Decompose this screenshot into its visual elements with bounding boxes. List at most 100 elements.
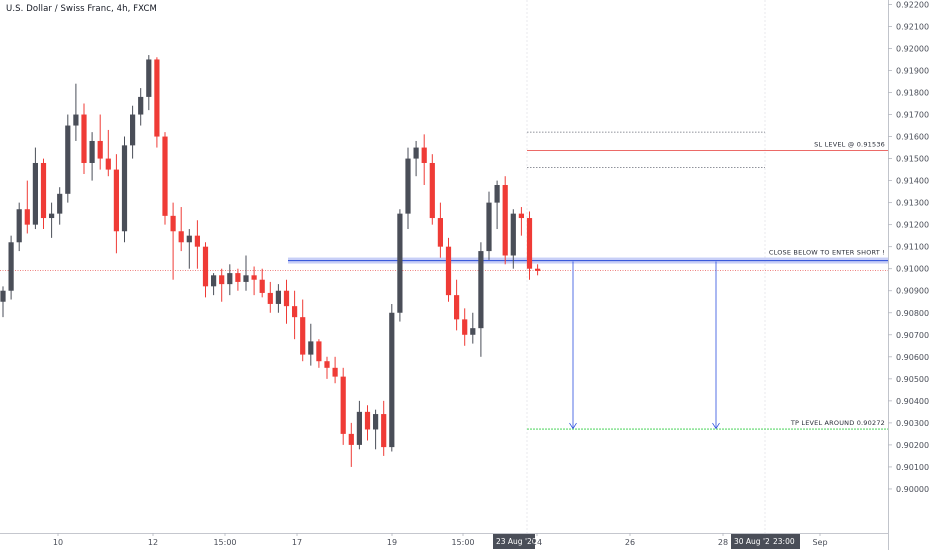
candle-body xyxy=(526,218,533,269)
price-tick-label: 0.90500 xyxy=(896,375,929,384)
candle xyxy=(445,237,452,302)
candle-body xyxy=(356,411,362,445)
candle xyxy=(194,220,200,269)
candle-body xyxy=(462,319,468,335)
candle-body xyxy=(373,414,379,430)
price-tick-label: 0.90100 xyxy=(896,463,929,472)
candle xyxy=(413,140,419,177)
price-tick-label: 0.90000 xyxy=(896,485,929,494)
time-tick-label: 12 xyxy=(148,538,158,547)
drawings-layer: SL LEVEL @ 0.91536 CLOSE BELOW TO ENTER S… xyxy=(0,131,888,430)
candle-body xyxy=(130,114,136,146)
candle-body xyxy=(194,235,200,247)
price-tick-label: 0.90800 xyxy=(896,309,929,318)
time-tick-label: 19 xyxy=(387,538,397,547)
price-tick-label: 0.91100 xyxy=(896,243,929,252)
candle-body xyxy=(202,246,209,287)
candle xyxy=(219,268,225,302)
candle-body xyxy=(332,367,338,377)
time-cursor-label: 23:00 xyxy=(773,537,795,546)
candle xyxy=(526,211,533,280)
candle-body xyxy=(445,246,452,296)
candle-body xyxy=(316,341,322,362)
candle-body xyxy=(251,275,257,280)
candle xyxy=(535,264,541,276)
candle-body xyxy=(405,158,411,214)
candle-body xyxy=(32,162,38,225)
candle-body xyxy=(421,147,427,163)
candle-body xyxy=(518,213,524,219)
candle xyxy=(227,264,233,296)
down-arrow-head xyxy=(712,422,720,430)
candle-body xyxy=(16,209,22,243)
candle-body xyxy=(308,341,314,355)
candle-body xyxy=(364,411,371,430)
candle xyxy=(57,187,63,225)
candle-body xyxy=(340,376,346,434)
candle xyxy=(518,207,524,236)
candle-body xyxy=(300,317,306,355)
price-tick-label: 0.92100 xyxy=(896,22,929,31)
candle-body xyxy=(494,185,500,203)
price-tick-label: 0.90400 xyxy=(896,397,929,406)
price-tick-label: 0.90300 xyxy=(896,419,929,428)
candle xyxy=(324,356,330,379)
price-axis[interactable]: 0.92200 0.92100 0.92000 0.91900 0.91800 0.917… xyxy=(888,0,932,550)
time-cursor-box xyxy=(731,534,773,549)
candle-body xyxy=(73,114,79,126)
candle xyxy=(494,180,500,230)
candle-body xyxy=(57,193,63,214)
price-tick-label: 0.90600 xyxy=(896,353,929,362)
candle xyxy=(308,323,314,366)
candle xyxy=(340,367,346,445)
candle xyxy=(356,400,362,450)
candle xyxy=(162,132,168,225)
candle-body xyxy=(437,218,443,247)
candle xyxy=(105,129,111,177)
candle-body xyxy=(510,213,516,256)
candle-body xyxy=(65,125,71,194)
candle xyxy=(510,209,516,269)
entry-label: CLOSE BELOW TO ENTER SHORT ! xyxy=(769,249,885,257)
price-tick-label: 0.91400 xyxy=(896,177,929,186)
candle-body xyxy=(105,158,111,170)
candle-body xyxy=(235,273,241,282)
time-tick-label: 15:00 xyxy=(213,538,236,547)
candle xyxy=(138,88,144,126)
candle xyxy=(405,147,411,230)
sl-label: SL LEVEL @ 0.91536 xyxy=(814,141,885,149)
candle-body xyxy=(121,145,128,232)
candle xyxy=(300,299,306,362)
candle-body xyxy=(397,213,403,313)
price-tick-label: 0.90700 xyxy=(896,331,929,340)
candle xyxy=(381,400,387,456)
candle-body xyxy=(146,59,152,97)
candle-body xyxy=(243,275,249,282)
candle xyxy=(316,339,322,368)
candle xyxy=(421,134,427,186)
candle xyxy=(24,180,30,234)
price-axis-bg xyxy=(888,0,932,550)
candle-body xyxy=(113,169,119,232)
time-tick-label: 26 xyxy=(625,538,635,547)
candle xyxy=(40,158,47,230)
candle-body xyxy=(486,202,492,252)
candle-body xyxy=(8,242,14,291)
candle-body xyxy=(178,231,184,243)
candle xyxy=(49,202,55,238)
candle xyxy=(130,105,136,159)
candle xyxy=(170,202,176,280)
candle-body xyxy=(154,59,160,137)
candle xyxy=(243,255,249,291)
candle xyxy=(16,202,22,252)
candle xyxy=(235,268,241,291)
candle xyxy=(259,268,265,298)
candle xyxy=(429,154,435,225)
candle xyxy=(8,235,14,300)
candle-body xyxy=(454,295,460,320)
candle xyxy=(332,356,338,384)
candle xyxy=(462,308,468,346)
